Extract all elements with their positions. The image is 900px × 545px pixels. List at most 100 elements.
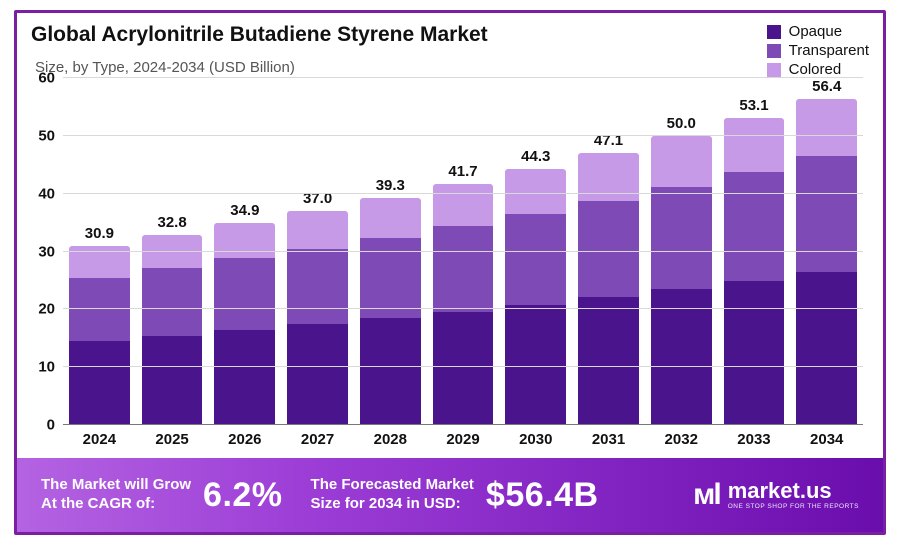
bar-segment — [651, 187, 712, 289]
ytick-label: 10 — [38, 359, 55, 376]
bar-segment — [505, 169, 566, 214]
bar-total-label: 50.0 — [667, 115, 696, 132]
bar-segment — [505, 305, 566, 425]
bar-slot: 39.3 — [360, 78, 421, 425]
bar-slot: 47.1 — [578, 78, 639, 425]
legend-label: Transparent — [789, 42, 869, 59]
xtick-label: 2031 — [578, 431, 639, 448]
bar-slot: 53.1 — [724, 78, 785, 425]
bar-total-label: 56.4 — [812, 78, 841, 95]
bar-segment — [360, 198, 421, 238]
bar-segment — [724, 118, 785, 172]
bar-stack — [214, 223, 275, 425]
forecast-label: The Forecasted Market Size for 2034 in U… — [311, 476, 474, 514]
bar-total-label: 53.1 — [739, 97, 768, 114]
bar-segment — [69, 341, 130, 425]
bar-segment — [651, 289, 712, 425]
legend-item: Colored — [767, 61, 869, 78]
bar-segment — [578, 297, 639, 425]
bar-segment — [214, 258, 275, 330]
footer-banner: The Market will Grow At the CAGR of: 6.2… — [17, 458, 883, 532]
bar-segment — [578, 201, 639, 298]
gridline — [63, 308, 863, 309]
gridline — [63, 251, 863, 252]
bar-segment — [724, 172, 785, 281]
bar-segment — [142, 336, 203, 425]
bar-segment — [651, 136, 712, 187]
gridline — [63, 193, 863, 194]
bar-total-label: 39.3 — [376, 177, 405, 194]
chart-canvas: 30.9 32.8 34.9 37.0 39.3 41.7 44.3 47.1 50.0 53.1… — [63, 78, 863, 425]
legend-swatch — [767, 44, 781, 58]
bar-stack — [651, 136, 712, 425]
bar-segment — [214, 223, 275, 258]
xtick-label: 2027 — [287, 431, 348, 448]
xtick-label: 2026 — [214, 431, 275, 448]
xtick-label: 2034 — [796, 431, 857, 448]
xtick-label: 2028 — [360, 431, 421, 448]
x-axis: 2024202520262027202820292030203120322033… — [17, 425, 883, 458]
ytick-label: 60 — [38, 70, 55, 87]
forecast-value: $56.4B — [486, 476, 599, 515]
legend-label: Opaque — [789, 23, 842, 40]
bar-segment — [214, 330, 275, 425]
chart-title: Global Acrylonitrile Butadiene Styrene M… — [31, 23, 767, 47]
bar-segment — [433, 184, 494, 226]
bar-segment — [796, 99, 857, 156]
bar-stack — [360, 198, 421, 425]
bar-segment — [796, 156, 857, 272]
ytick-label: 0 — [47, 417, 55, 434]
xtick-label: 2029 — [433, 431, 494, 448]
ytick-label: 30 — [38, 243, 55, 260]
ytick-label: 40 — [38, 185, 55, 202]
gridline — [63, 77, 863, 78]
bar-total-label: 32.8 — [157, 214, 186, 231]
legend-item: Opaque — [767, 23, 869, 40]
bar-segment — [796, 272, 857, 425]
bar-segment — [142, 268, 203, 336]
gridline — [63, 366, 863, 367]
bar-stack — [433, 184, 494, 425]
bar-segment — [287, 324, 348, 425]
bar-segment — [287, 211, 348, 249]
bar-total-label: 41.7 — [448, 163, 477, 180]
bar-stack — [69, 246, 130, 425]
gridline — [63, 135, 863, 136]
legend: Opaque Transparent Colored — [767, 23, 869, 78]
bar-total-label: 34.9 — [230, 202, 259, 219]
bar-segment — [142, 235, 203, 268]
bar-total-label: 30.9 — [85, 225, 114, 242]
legend-swatch — [767, 63, 781, 77]
bar-segment — [724, 281, 785, 425]
bar-stack — [142, 235, 203, 425]
bar-slot: 41.7 — [433, 78, 494, 425]
bar-slot: 37.0 — [287, 78, 348, 425]
bars-row: 30.9 32.8 34.9 37.0 39.3 41.7 44.3 47.1 50.0 53.1… — [63, 78, 863, 425]
cagr-label: The Market will Grow At the CAGR of: — [41, 476, 191, 514]
brand-icon: ᴍl — [693, 478, 720, 512]
xtick-label: 2025 — [142, 431, 203, 448]
legend-item: Transparent — [767, 42, 869, 59]
bar-total-label: 44.3 — [521, 148, 550, 165]
gridline — [63, 424, 863, 426]
cagr-value: 6.2% — [203, 476, 283, 515]
legend-label: Colored — [789, 61, 842, 78]
bar-slot: 50.0 — [651, 78, 712, 425]
bar-stack — [796, 99, 857, 425]
bar-stack — [287, 211, 348, 425]
brand-tagline: ONE STOP SHOP FOR THE REPORTS — [728, 504, 859, 511]
bar-stack — [505, 169, 566, 425]
bar-slot: 56.4 — [796, 78, 857, 425]
bar-slot: 34.9 — [214, 78, 275, 425]
bar-segment — [433, 226, 494, 312]
bar-segment — [360, 318, 421, 425]
brand-logo: ᴍl market.us ONE STOP SHOP FOR THE REPOR… — [693, 478, 859, 512]
xtick-label: 2033 — [724, 431, 785, 448]
bar-slot: 32.8 — [142, 78, 203, 425]
brand-name: market.us — [728, 480, 859, 502]
chart-subtitle: Size, by Type, 2024-2034 (USD Billion) — [35, 59, 767, 76]
bar-segment — [287, 249, 348, 325]
bar-slot: 44.3 — [505, 78, 566, 425]
legend-swatch — [767, 25, 781, 39]
bar-stack — [724, 118, 785, 425]
